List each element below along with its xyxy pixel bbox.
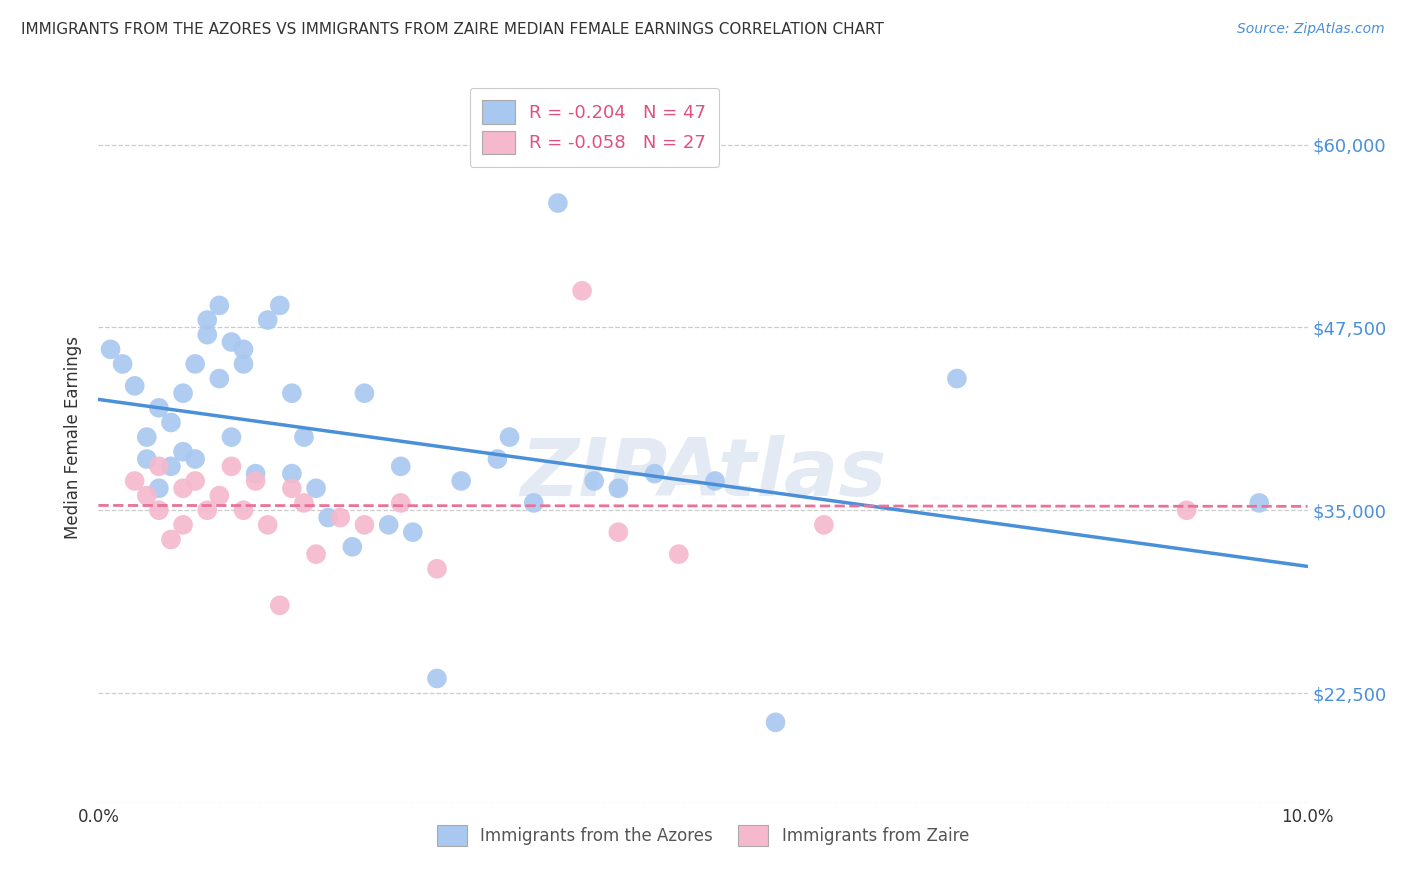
Point — [124, 474, 146, 488]
Y-axis label: Median Female Earnings: Median Female Earnings — [65, 335, 83, 539]
Point — [607, 481, 630, 495]
Point — [184, 357, 207, 371]
Point — [426, 672, 449, 686]
Point — [316, 510, 339, 524]
Point — [583, 474, 606, 488]
Point — [100, 343, 122, 357]
Point — [232, 343, 254, 357]
Point — [426, 562, 449, 576]
Point — [135, 452, 157, 467]
Point — [523, 496, 546, 510]
Point — [377, 517, 399, 532]
Point — [269, 599, 291, 613]
Point — [353, 517, 375, 532]
Point — [1175, 503, 1198, 517]
Point — [292, 496, 315, 510]
Point — [232, 357, 254, 371]
Point — [135, 489, 157, 503]
Point — [148, 459, 170, 474]
Point — [208, 489, 231, 503]
Point — [342, 540, 364, 554]
Point — [389, 496, 412, 510]
Point — [389, 459, 412, 474]
Point — [148, 481, 170, 495]
Point — [668, 547, 690, 561]
Point — [946, 371, 969, 385]
Point — [221, 459, 243, 474]
Point — [1249, 496, 1271, 510]
Point — [269, 298, 291, 312]
Point — [148, 503, 170, 517]
Point — [245, 467, 267, 481]
Point — [353, 386, 375, 401]
Point — [450, 474, 472, 488]
Point — [644, 467, 666, 481]
Point — [305, 547, 328, 561]
Point — [184, 452, 207, 467]
Text: IMMIGRANTS FROM THE AZORES VS IMMIGRANTS FROM ZAIRE MEDIAN FEMALE EARNINGS CORRE: IMMIGRANTS FROM THE AZORES VS IMMIGRANTS… — [21, 22, 884, 37]
Point — [172, 517, 194, 532]
Point — [329, 510, 352, 524]
Text: Source: ZipAtlas.com: Source: ZipAtlas.com — [1237, 22, 1385, 37]
Point — [571, 284, 593, 298]
Point — [813, 517, 835, 532]
Point — [195, 313, 218, 327]
Point — [184, 474, 207, 488]
Point — [704, 474, 727, 488]
Point — [221, 430, 243, 444]
Point — [547, 196, 569, 211]
Point — [765, 715, 787, 730]
Point — [402, 525, 425, 540]
Point — [195, 327, 218, 342]
Point — [305, 481, 328, 495]
Point — [111, 357, 134, 371]
Point — [195, 503, 218, 517]
Point — [607, 525, 630, 540]
Point — [498, 430, 520, 444]
Point — [172, 444, 194, 458]
Point — [486, 452, 509, 467]
Text: ZIPAtlas: ZIPAtlas — [520, 434, 886, 513]
Point — [124, 379, 146, 393]
Point — [281, 481, 304, 495]
Point — [160, 533, 183, 547]
Point — [245, 474, 267, 488]
Point — [221, 334, 243, 349]
Point — [292, 430, 315, 444]
Point — [172, 386, 194, 401]
Point — [160, 416, 183, 430]
Point — [281, 386, 304, 401]
Point — [281, 467, 304, 481]
Point — [208, 298, 231, 312]
Point — [256, 313, 278, 327]
Point — [148, 401, 170, 415]
Point — [135, 430, 157, 444]
Point — [232, 503, 254, 517]
Point — [208, 371, 231, 385]
Legend: Immigrants from the Azores, Immigrants from Zaire: Immigrants from the Azores, Immigrants f… — [430, 818, 976, 853]
Point — [160, 459, 183, 474]
Point — [172, 481, 194, 495]
Point — [256, 517, 278, 532]
